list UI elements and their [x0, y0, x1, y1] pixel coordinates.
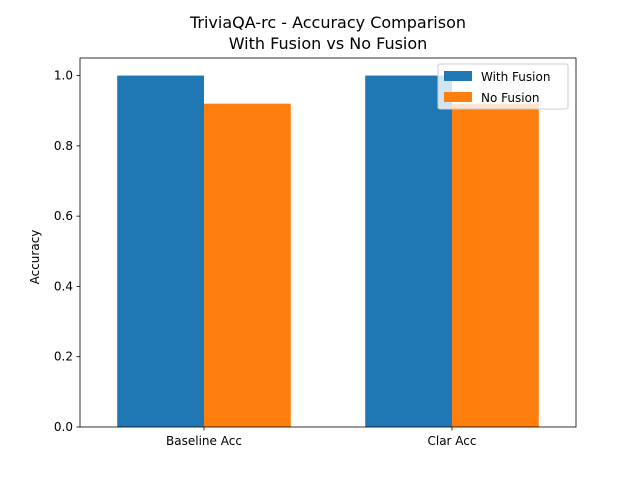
bar-no-fusion-clar-acc: [452, 103, 539, 427]
x-tick-label: Clar Acc: [427, 434, 476, 448]
bar-with-fusion-clar-acc: [365, 75, 452, 428]
y-axis-label: Accuracy: [28, 230, 42, 285]
plot-area: 0.0 0.2 0.4 0.6 0.8 1.0 Baseline Acc Clar Acc Wi…: [54, 57, 577, 448]
chart-title-line1: TriviaQA-rc - Accuracy Comparison: [189, 13, 466, 32]
bar-no-fusion-baseline-acc: [204, 103, 291, 427]
chart-title-line2: With Fusion vs No Fusion: [229, 34, 428, 53]
y-tick-label: 0.0: [54, 420, 73, 434]
bar-with-fusion-baseline-acc: [117, 75, 204, 428]
legend-swatch-with-fusion: [444, 71, 472, 81]
legend-label-with-fusion: With Fusion: [481, 70, 550, 84]
y-tick-label: 0.8: [54, 139, 73, 153]
y-tick-label: 1.0: [54, 69, 73, 83]
axes-frame: [79, 57, 577, 428]
x-tick-label: Baseline Acc: [166, 434, 242, 448]
y-tick-label: 0.2: [54, 350, 73, 364]
y-tick-label: 0.4: [54, 279, 73, 293]
legend-swatch-no-fusion: [444, 92, 472, 102]
legend-label-no-fusion: No Fusion: [481, 91, 540, 105]
y-tick-label: 0.6: [54, 209, 73, 223]
